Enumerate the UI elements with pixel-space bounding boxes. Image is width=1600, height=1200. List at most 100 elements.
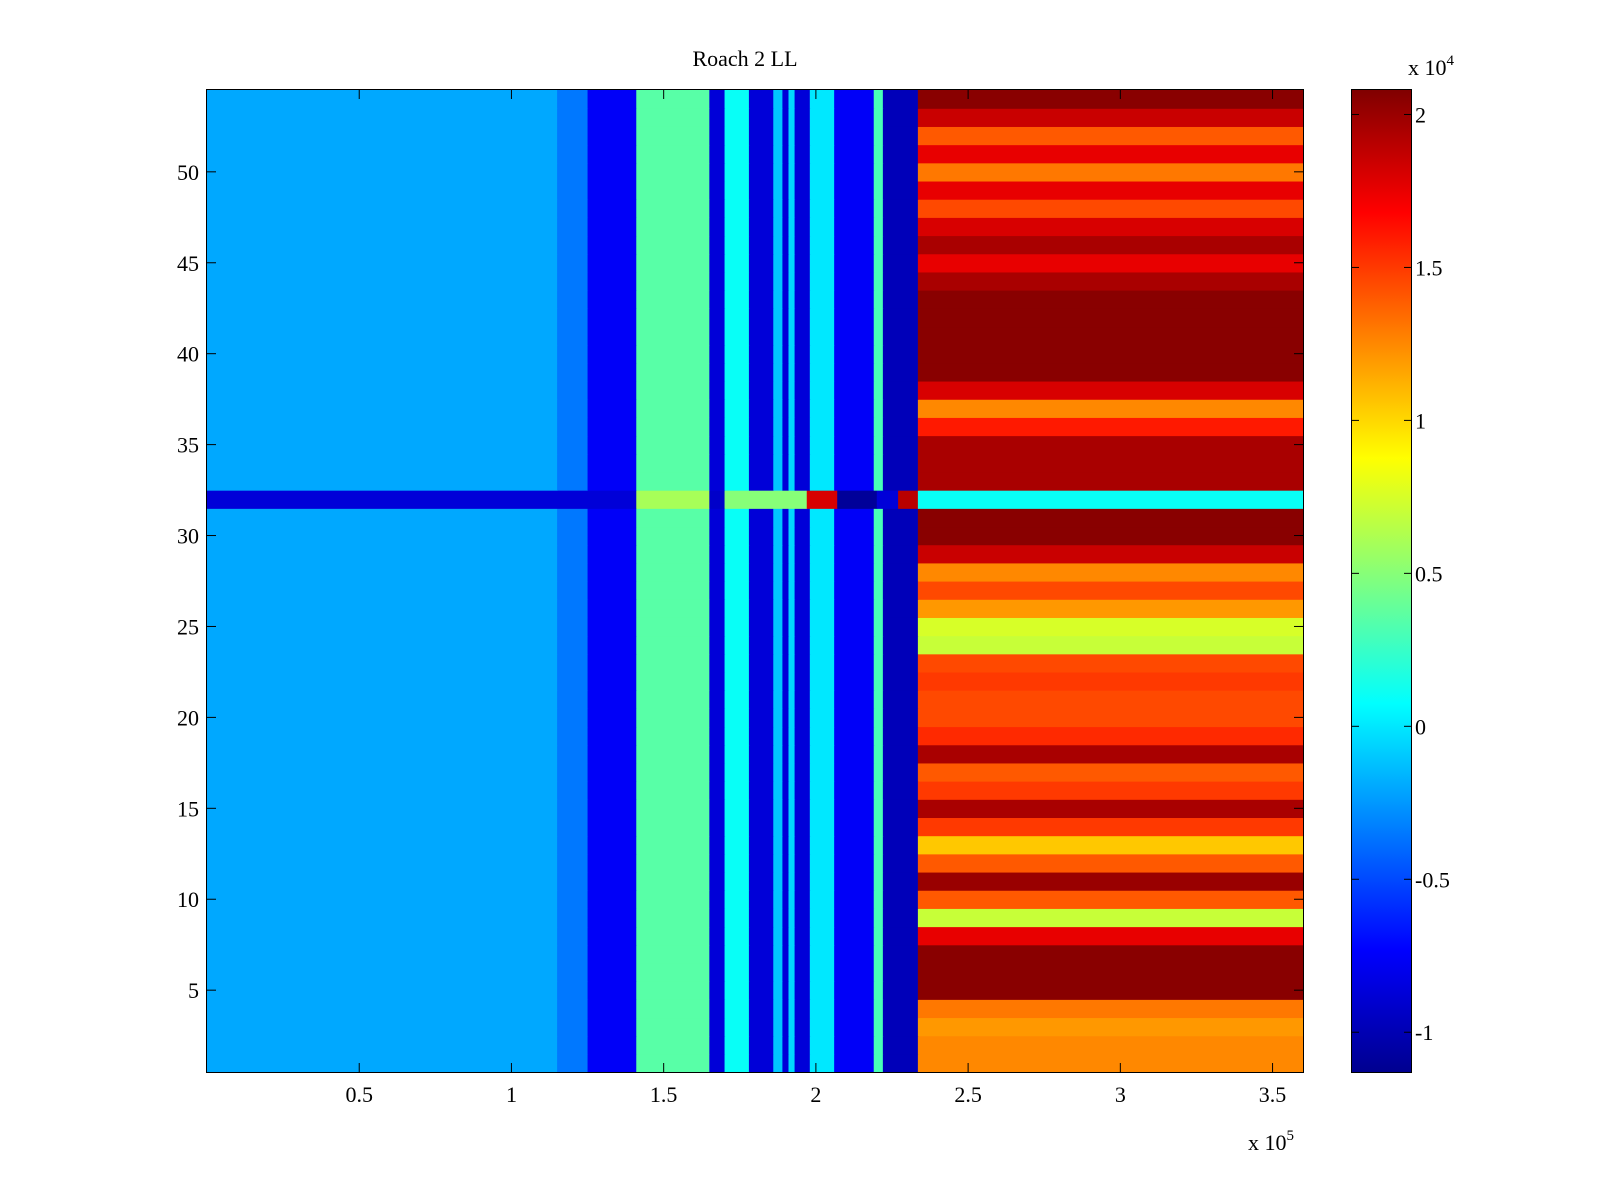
heatmap-cell bbox=[882, 744, 919, 764]
heatmap-cell bbox=[882, 199, 919, 218]
heatmap-cell bbox=[834, 326, 875, 346]
y-tick-label: 45 bbox=[177, 251, 199, 276]
heatmap-cell bbox=[788, 671, 796, 691]
heatmap-cell bbox=[709, 526, 726, 546]
heatmap-cell bbox=[724, 962, 750, 982]
heatmap-cell bbox=[809, 526, 835, 546]
heatmap-cell bbox=[709, 744, 726, 764]
heatmap-cell bbox=[809, 199, 835, 218]
heatmap-cell bbox=[709, 108, 726, 127]
heatmap-cell bbox=[917, 1017, 1303, 1037]
heatmap-cell bbox=[709, 308, 726, 328]
heatmap-cell bbox=[587, 944, 637, 964]
heatmap-cell bbox=[636, 199, 710, 218]
heatmap-cell bbox=[917, 981, 1303, 1000]
colorbar-tick-label: 1 bbox=[1415, 408, 1426, 433]
colorbar-tick-label: 0 bbox=[1415, 714, 1426, 739]
heatmap-cell bbox=[773, 708, 783, 728]
heatmap-cell bbox=[917, 290, 1303, 309]
heatmap-cell bbox=[724, 344, 750, 364]
heatmap-cell bbox=[636, 799, 710, 819]
heatmap-cell bbox=[709, 762, 726, 782]
heatmap-cell bbox=[794, 362, 811, 382]
heatmap-cell bbox=[917, 817, 1303, 837]
heatmap-cell bbox=[748, 399, 774, 418]
heatmap-cell bbox=[587, 908, 637, 928]
heatmap-cell bbox=[557, 453, 589, 473]
heatmap-cell bbox=[748, 417, 774, 437]
heatmap-cell bbox=[873, 999, 884, 1019]
heatmap-cell bbox=[587, 962, 637, 982]
heatmap-cell bbox=[207, 217, 558, 237]
heatmap-cell bbox=[773, 308, 783, 328]
heatmap-cell bbox=[587, 162, 637, 182]
heatmap-cell bbox=[809, 271, 835, 291]
heatmap-cell bbox=[636, 126, 710, 146]
heatmap-cell bbox=[773, 653, 783, 673]
heatmap-cell bbox=[207, 362, 558, 382]
heatmap-cell bbox=[917, 471, 1303, 491]
heatmap-cell bbox=[557, 126, 589, 146]
heatmap-cell bbox=[748, 253, 774, 273]
heatmap-cell bbox=[834, 380, 875, 400]
heatmap-cell bbox=[882, 962, 919, 982]
heatmap-cell bbox=[207, 1017, 558, 1037]
heatmap-cell bbox=[794, 999, 811, 1019]
heatmap-cell bbox=[782, 380, 790, 400]
heatmap-cell bbox=[834, 271, 875, 291]
heatmap-cell bbox=[882, 1053, 919, 1073]
heatmap-cell bbox=[873, 599, 884, 618]
heatmap-cell bbox=[809, 617, 835, 637]
heatmap-cell bbox=[809, 890, 835, 909]
heatmap-cell bbox=[748, 690, 774, 709]
heatmap-cell bbox=[882, 853, 919, 873]
heatmap-cell bbox=[882, 162, 919, 182]
heatmap-cell bbox=[917, 362, 1303, 382]
heatmap-cell bbox=[782, 471, 790, 491]
heatmap-cell bbox=[917, 1053, 1303, 1073]
heatmap-cell bbox=[834, 671, 875, 691]
heatmap-cell bbox=[636, 944, 710, 964]
heatmap-cell bbox=[773, 890, 783, 909]
heatmap-cell bbox=[207, 653, 558, 673]
heatmap-cell bbox=[834, 853, 875, 873]
heatmap-cell bbox=[636, 90, 710, 109]
heatmap-cell bbox=[557, 781, 589, 800]
heatmap-cell bbox=[587, 235, 637, 255]
heatmap-cell bbox=[773, 635, 783, 655]
heatmap-cell bbox=[873, 235, 884, 255]
heatmap-cell bbox=[709, 999, 726, 1019]
heatmap-cell bbox=[809, 599, 835, 618]
heatmap-cell bbox=[773, 144, 783, 164]
heatmap-cell bbox=[782, 671, 790, 691]
heatmap-cell bbox=[782, 962, 790, 982]
heatmap-cell bbox=[834, 744, 875, 764]
heatmap-cell bbox=[207, 308, 558, 328]
heatmap-cell bbox=[748, 326, 774, 346]
heatmap-cell bbox=[207, 508, 558, 528]
heatmap-cell bbox=[557, 217, 589, 237]
heatmap-cell bbox=[773, 962, 783, 982]
heatmap-cell bbox=[882, 344, 919, 364]
heatmap-cell bbox=[724, 926, 750, 946]
heatmap-cell bbox=[587, 926, 637, 946]
heatmap-cell bbox=[748, 271, 774, 291]
heatmap-cell bbox=[782, 217, 790, 237]
heatmap-cell bbox=[809, 471, 835, 491]
heatmap-cell bbox=[587, 435, 637, 455]
heatmap-cell bbox=[809, 180, 835, 200]
heatmap-cell bbox=[782, 581, 790, 600]
heatmap-cell bbox=[773, 180, 783, 200]
heatmap-cell bbox=[557, 635, 589, 655]
heatmap-cell bbox=[917, 544, 1303, 564]
heatmap-cell bbox=[773, 290, 783, 309]
colorbar: -1 -0.5 0 0.5 1 1.5 2 x 104 bbox=[1351, 53, 1455, 1073]
heatmap-cell bbox=[636, 762, 710, 782]
heatmap-cell bbox=[834, 435, 875, 455]
heatmap-cell bbox=[809, 508, 835, 528]
heatmap-cell bbox=[636, 926, 710, 946]
heatmap-cell bbox=[809, 562, 835, 582]
heatmap-cell bbox=[207, 926, 558, 946]
heatmap-cell bbox=[636, 471, 710, 491]
heatmap-cell bbox=[709, 617, 726, 637]
